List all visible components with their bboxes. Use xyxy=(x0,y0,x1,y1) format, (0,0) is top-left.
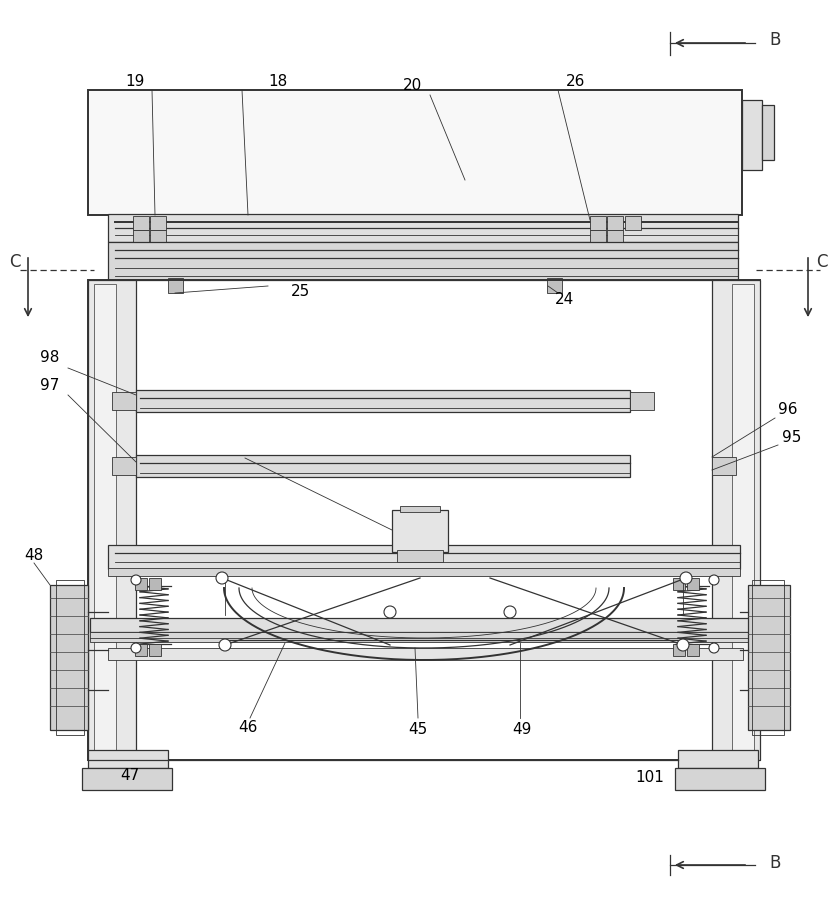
Bar xyxy=(94,284,116,756)
Text: 47: 47 xyxy=(121,768,140,782)
Text: 19: 19 xyxy=(126,75,145,89)
Bar xyxy=(150,230,166,242)
Bar xyxy=(82,768,172,790)
Bar xyxy=(712,280,760,760)
Bar xyxy=(88,90,742,215)
Bar xyxy=(590,230,606,242)
Bar xyxy=(752,580,784,735)
Bar xyxy=(400,506,440,512)
Bar xyxy=(673,578,685,590)
Text: 95: 95 xyxy=(783,429,802,445)
Text: 96: 96 xyxy=(779,402,798,418)
Bar xyxy=(149,644,161,656)
Bar xyxy=(108,242,738,280)
Text: 101: 101 xyxy=(635,770,665,786)
Bar xyxy=(607,216,623,230)
Text: 46: 46 xyxy=(238,721,258,735)
Text: C: C xyxy=(816,253,828,271)
Circle shape xyxy=(709,643,719,653)
Circle shape xyxy=(384,606,396,618)
Circle shape xyxy=(709,575,719,585)
Bar xyxy=(108,214,738,242)
Bar xyxy=(108,568,740,576)
Bar xyxy=(748,585,790,730)
Bar xyxy=(136,455,630,477)
Text: 49: 49 xyxy=(512,723,531,737)
Bar xyxy=(133,216,149,230)
Bar xyxy=(678,750,758,768)
Circle shape xyxy=(504,606,516,618)
Circle shape xyxy=(216,572,228,584)
Bar xyxy=(90,632,750,642)
Bar xyxy=(135,644,147,656)
Text: B: B xyxy=(769,31,781,49)
Text: 48: 48 xyxy=(24,547,44,562)
Text: 18: 18 xyxy=(268,75,287,89)
Text: 98: 98 xyxy=(40,350,59,365)
Bar xyxy=(547,278,562,293)
Bar xyxy=(150,216,166,230)
Text: 25: 25 xyxy=(291,284,309,300)
Bar xyxy=(108,545,740,569)
Bar xyxy=(630,392,654,410)
Bar xyxy=(687,578,699,590)
Bar xyxy=(88,750,168,768)
Bar xyxy=(590,216,606,230)
Bar xyxy=(112,457,136,475)
Bar xyxy=(133,230,149,242)
Bar xyxy=(732,284,754,756)
Bar xyxy=(90,618,750,632)
Bar xyxy=(625,216,641,230)
Bar xyxy=(675,768,765,790)
Circle shape xyxy=(131,643,141,653)
Bar xyxy=(392,510,448,552)
Bar xyxy=(136,390,630,412)
Bar xyxy=(88,280,760,760)
Bar xyxy=(149,578,161,590)
Text: B: B xyxy=(769,854,781,872)
Bar xyxy=(108,648,743,660)
Text: 26: 26 xyxy=(566,75,586,89)
Text: 97: 97 xyxy=(40,379,59,393)
Circle shape xyxy=(219,639,231,651)
Bar xyxy=(135,578,147,590)
Text: 24: 24 xyxy=(556,292,575,308)
Bar xyxy=(50,585,88,730)
Bar xyxy=(712,457,736,475)
Circle shape xyxy=(131,575,141,585)
Bar xyxy=(112,392,136,410)
Bar xyxy=(88,280,136,760)
Bar xyxy=(607,230,623,242)
Text: 20: 20 xyxy=(402,77,422,93)
Bar xyxy=(56,580,84,735)
Bar xyxy=(168,278,183,293)
Bar xyxy=(687,644,699,656)
Circle shape xyxy=(680,572,692,584)
Text: 45: 45 xyxy=(408,723,427,737)
Bar xyxy=(397,550,443,562)
Bar xyxy=(762,105,774,160)
Bar xyxy=(673,644,685,656)
Text: C: C xyxy=(9,253,21,271)
Bar xyxy=(742,100,762,170)
Circle shape xyxy=(677,639,689,651)
